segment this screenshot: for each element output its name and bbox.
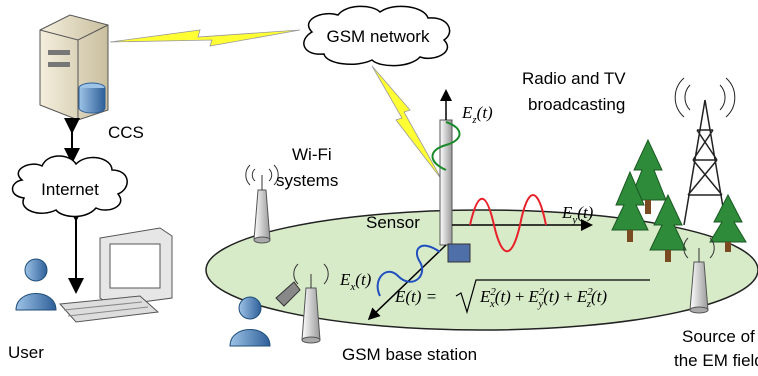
sensor-label: Sensor <box>366 213 420 232</box>
server-icon <box>40 15 108 120</box>
gsm-network-label: GSM network <box>327 27 430 46</box>
formula-part: (t) <box>591 287 607 306</box>
formula-part: (t) <box>495 287 511 306</box>
wireless-link <box>372 66 442 180</box>
broadcasting-label: broadcasting <box>528 95 625 114</box>
ez-label: Ez(t) <box>461 103 493 126</box>
diagram: CCS Internet GSM network User Wi-Fi syst… <box>0 0 758 376</box>
user-label: User <box>8 343 44 362</box>
source-label: the EM field <box>674 351 758 370</box>
wifi-label: systems <box>276 171 338 190</box>
base-station-label: GSM base station <box>342 345 477 364</box>
sensor-box <box>448 244 470 262</box>
wireless-link <box>110 30 300 46</box>
source-label: Source of <box>682 327 755 346</box>
ccs-label: CCS <box>108 123 144 142</box>
formula-part: + <box>515 287 525 306</box>
formula-part: (t) <box>543 287 559 306</box>
formula-lhs: E(t) = <box>394 287 437 306</box>
broadcasting-label: Radio and TV <box>522 69 626 88</box>
user-icon <box>16 259 56 310</box>
wifi-label: Wi-Fi <box>292 145 332 164</box>
sensor-pole <box>440 120 452 245</box>
internet-label: Internet <box>41 180 99 199</box>
formula-part: + <box>563 287 573 306</box>
